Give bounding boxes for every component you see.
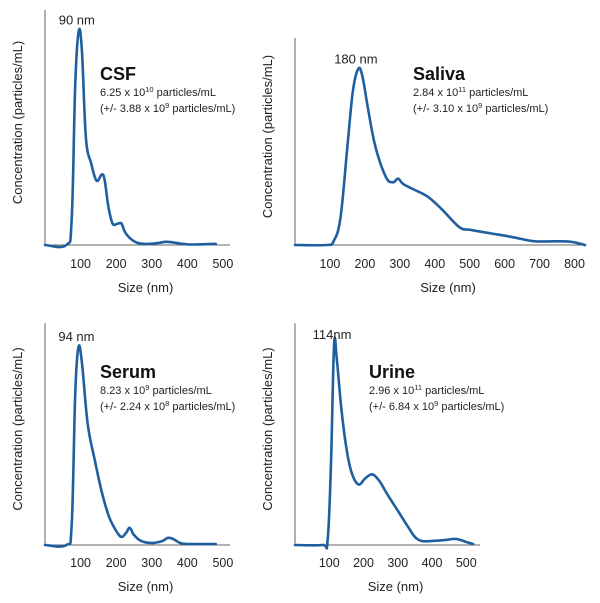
sample-title: Saliva: [413, 64, 466, 84]
x-tick-label: 300: [141, 257, 162, 271]
panel-csf: 100 200 300 400 500 Concentration (particles/…: [10, 10, 235, 295]
concentration-info: 8.23 x 109 particles/mL: [100, 383, 212, 397]
x-tick-label: 500: [212, 556, 233, 570]
x-axis-label: Size (nm): [420, 280, 476, 295]
x-tick-label: 600: [494, 257, 515, 271]
x-axis-label: Size (nm): [118, 280, 174, 295]
x-axis-label: Size (nm): [368, 579, 424, 594]
x-tick-label: 200: [354, 257, 375, 271]
peak-label: 90 nm: [59, 13, 95, 28]
concentration-info: 2.84 x 1011 particles/mL: [413, 85, 528, 99]
x-tick-label: 500: [456, 556, 477, 570]
peak-label: 94 nm: [58, 329, 94, 344]
x-tick-label: 100: [70, 257, 91, 271]
x-tick-label: 300: [387, 556, 408, 570]
x-tick-label: 100: [70, 556, 91, 570]
x-tick-label: 400: [177, 556, 198, 570]
sample-title: CSF: [100, 64, 136, 84]
concentration-info: 6.25 x 1010 particles/mL: [100, 85, 216, 99]
peak-label: 180 nm: [334, 51, 377, 66]
y-axis-label: Concentration (particles/mL): [10, 347, 25, 510]
x-tick-label: 300: [141, 556, 162, 570]
x-tick-label: 100: [319, 556, 340, 570]
x-tick-label: 500: [459, 257, 480, 271]
series-line: [43, 27, 218, 249]
x-tick-label: 400: [424, 257, 445, 271]
sample-title: Serum: [100, 362, 156, 382]
sample-title: Urine: [369, 362, 415, 382]
x-tick-label: 700: [529, 257, 550, 271]
panel-urine: 100 200 300 400 500 Concentration (particles/…: [260, 323, 504, 594]
peak-label: 114nm: [313, 327, 352, 342]
series-line: [293, 66, 587, 247]
y-axis-label: Concentration (particles/mL): [260, 347, 275, 510]
y-axis-label: Concentration (particles/mL): [260, 55, 275, 218]
concentration-info: 2.96 x 1011 particles/mL: [369, 383, 484, 397]
concentration-info: (+/- 3.88 x 109 particles/mL): [100, 101, 235, 115]
concentration-info: (+/- 2.24 x 108 particles/mL): [100, 399, 235, 413]
x-tick-label: 200: [106, 257, 127, 271]
x-tick-label: 400: [177, 257, 198, 271]
y-axis-label: Concentration (particles/mL): [10, 41, 25, 204]
series-line: [43, 344, 218, 548]
concentration-info: (+/- 3.10 x 109 particles/mL): [413, 101, 548, 115]
series-line: [293, 336, 475, 550]
x-tick-label: 100: [320, 257, 341, 271]
x-tick-label: 200: [353, 556, 374, 570]
concentration-info: (+/- 6.84 x 109 particles/mL): [369, 399, 504, 413]
x-tick-label: 400: [422, 556, 443, 570]
x-axis-label: Size (nm): [118, 579, 174, 594]
x-tick-label: 800: [564, 257, 585, 271]
x-tick-label: 500: [212, 257, 233, 271]
panel-serum: 100 200 300 400 500 Concentration (particles/…: [10, 323, 235, 594]
panel-saliva: 100 200 300 400 500 600 700 800 Concentration (p…: [260, 38, 587, 295]
x-tick-label: 200: [106, 556, 127, 570]
x-tick-label: 300: [389, 257, 410, 271]
